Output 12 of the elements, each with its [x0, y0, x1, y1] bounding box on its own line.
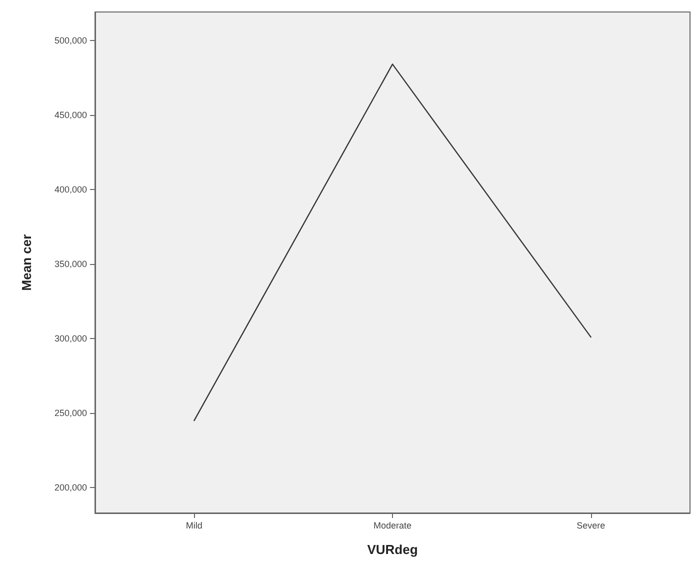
y-tick-label: 500,000 [54, 35, 87, 46]
y-tick-label: 300,000 [54, 334, 87, 344]
y-axis-title: Mean cer [19, 234, 34, 291]
x-tick-label: Severe [576, 520, 606, 530]
x-tick-label: Moderate [373, 520, 412, 530]
y-tick-label: 200,000 [54, 482, 87, 493]
x-axis-title: VURdeg [367, 542, 418, 557]
y-tick-label: 250,000 [54, 408, 87, 418]
x-tick-label: Mild [186, 520, 202, 530]
y-tick-label: 350,000 [54, 258, 87, 269]
y-tick-label: 450,000 [54, 110, 87, 120]
y-tick-label: 400,000 [54, 184, 87, 194]
